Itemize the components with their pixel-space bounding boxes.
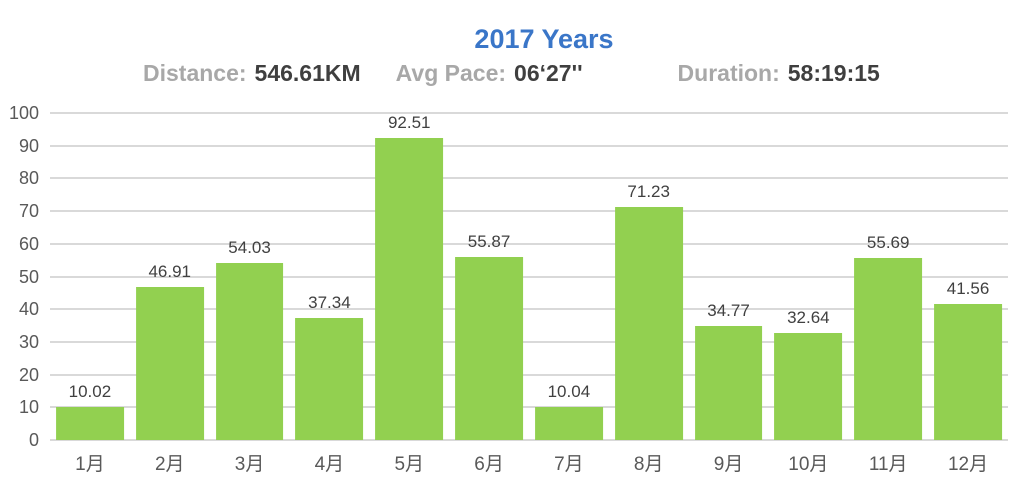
bar-8月: [614, 207, 683, 440]
plot-area: 10.02 46.91 54.03 37.34 92.51 55.87 10.04 71.23…: [9, 104, 1008, 449]
bar-7月: [534, 407, 603, 440]
gridline: [50, 406, 1008, 409]
bar-value-label: 34.77: [707, 301, 750, 321]
bar-value-label: 32.64: [787, 308, 830, 328]
bar-9月: [694, 326, 763, 440]
y-axis-tick-label: 0: [28, 430, 39, 450]
bar-slot: 55.87: [449, 113, 529, 440]
bar-2月: [135, 286, 204, 440]
x-axis-label: 2月: [154, 454, 185, 475]
stat-avg-pace: Avg Pace: 06‘27'': [396, 60, 583, 87]
avg-pace-value: 06‘27'': [514, 60, 583, 86]
x-axis-label: 6月: [474, 454, 504, 475]
bar-value-label: 41.56: [946, 279, 990, 299]
avg-pace-label: Avg Pace:: [395, 60, 507, 86]
x-axis-label: 3月: [234, 454, 265, 475]
bar-slot: 46.91: [130, 113, 210, 440]
x-axis-label: 9月: [713, 454, 744, 475]
gridline: [50, 210, 1008, 213]
y-axis-tick-label: 10: [18, 397, 39, 418]
bar-4月: [295, 317, 364, 440]
gridline: [50, 144, 1008, 147]
x-axis-label: 8月: [633, 454, 664, 475]
bar-value-label: 46.91: [148, 261, 192, 281]
bar-value-label: 10.02: [68, 382, 112, 402]
bar-slot: 37.34: [289, 113, 369, 440]
x-axis-label: 1月: [75, 454, 105, 475]
bar-value-label: 92.51: [387, 112, 431, 132]
y-axis-tick-label: 100: [8, 103, 39, 123]
duration-label: Duration:: [677, 60, 780, 86]
bar-value-label: 55.69: [866, 232, 910, 252]
bar-value-label: 71.23: [627, 182, 670, 202]
bar-3月: [215, 263, 284, 440]
bar-value-label: 10.04: [547, 382, 591, 402]
x-axis-label: 5月: [394, 454, 425, 475]
x-axis-label: 10月: [788, 454, 829, 475]
bar-12月: [934, 304, 1002, 440]
bar-1月: [55, 407, 124, 440]
bar-6月: [455, 257, 523, 440]
stats-row: Distance: 546.61KM Avg Pace: 06‘27'' Dur…: [143, 60, 880, 87]
bar-slot: 92.51: [369, 113, 449, 440]
x-axis-labels: 1月 2月 3月 4月 5月 6月 7月 8月 9月 10月 11月 12月: [50, 449, 1008, 476]
bar-value-label: 55.87: [467, 232, 511, 252]
bar-value-label: 54.03: [228, 238, 271, 258]
gridline: [50, 373, 1008, 376]
x-axis-label: 11月: [868, 454, 908, 475]
distance-label: Distance:: [143, 60, 247, 86]
bar-slot: 10.02: [50, 113, 130, 440]
y-axis-tick-label: 40: [18, 299, 39, 320]
gridline: [50, 112, 1008, 114]
gridline: [50, 177, 1008, 180]
stat-distance: Distance: 546.61KM: [143, 60, 361, 87]
gridline: [50, 340, 1008, 343]
y-axis-tick-label: 20: [18, 364, 39, 385]
gridline: [50, 275, 1008, 278]
y-axis-tick-label: 30: [18, 331, 39, 352]
y-axis-tick-label: 50: [18, 266, 39, 287]
bar-slot: 54.03: [210, 113, 290, 440]
bars-container: 10.02 46.91 54.03 37.34 92.51 55.87 10.04 71.23…: [50, 113, 1008, 440]
gridline: [50, 439, 1008, 441]
y-axis-tick-label: 90: [18, 135, 39, 156]
x-axis-label: 7月: [554, 454, 584, 475]
x-axis-label: 4月: [314, 454, 345, 475]
y-axis-tick-label: 80: [18, 168, 39, 189]
bar-11月: [854, 257, 923, 440]
chart-title: 2017 Years: [474, 24, 614, 54]
y-axis-tick-label: 70: [18, 201, 39, 222]
bar-slot: 41.56: [928, 113, 1008, 440]
distance-value: 546.61KM: [254, 60, 361, 86]
gridline: [50, 308, 1008, 311]
bar-slot: 71.23: [609, 113, 689, 440]
bar-slot: 32.64: [768, 113, 848, 440]
bar-value-label: 37.34: [308, 292, 351, 312]
bar-slot: 10.04: [529, 113, 609, 440]
bar-slot: 55.69: [848, 113, 928, 440]
x-axis-label: 12月: [947, 454, 989, 475]
duration-value: 58:19:15: [787, 60, 880, 86]
bar-5月: [375, 137, 444, 440]
bar-10月: [774, 333, 843, 440]
bar-slot: 34.77: [689, 113, 769, 440]
stat-duration: Duration: 58:19:15: [678, 60, 880, 87]
gridline: [50, 242, 1008, 245]
y-axis-tick-label: 60: [18, 233, 39, 254]
